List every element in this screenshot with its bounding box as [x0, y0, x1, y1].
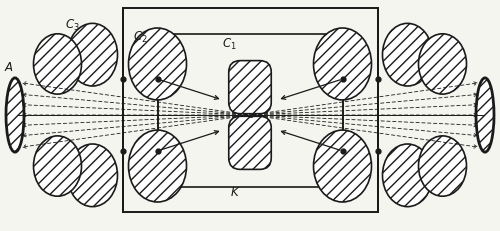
Ellipse shape — [68, 24, 117, 87]
FancyBboxPatch shape — [229, 117, 271, 170]
Ellipse shape — [128, 29, 186, 100]
Ellipse shape — [34, 35, 82, 95]
Text: K: K — [231, 185, 239, 198]
Text: $C_3$: $C_3$ — [65, 18, 80, 33]
Ellipse shape — [418, 136, 467, 196]
Bar — [158, 35, 342, 187]
Ellipse shape — [6, 79, 24, 152]
Ellipse shape — [34, 136, 82, 196]
Ellipse shape — [382, 24, 432, 87]
Ellipse shape — [314, 29, 372, 100]
Text: $C_2$: $C_2$ — [132, 29, 148, 45]
Text: $C_1$: $C_1$ — [222, 36, 236, 52]
Ellipse shape — [68, 144, 117, 207]
Ellipse shape — [476, 79, 494, 152]
Text: A: A — [5, 61, 13, 73]
Bar — [248, 114, 252, 117]
FancyBboxPatch shape — [229, 61, 271, 114]
Ellipse shape — [418, 35, 467, 95]
Bar — [122, 9, 378, 213]
Ellipse shape — [382, 144, 432, 207]
Ellipse shape — [128, 131, 186, 202]
Ellipse shape — [314, 131, 372, 202]
